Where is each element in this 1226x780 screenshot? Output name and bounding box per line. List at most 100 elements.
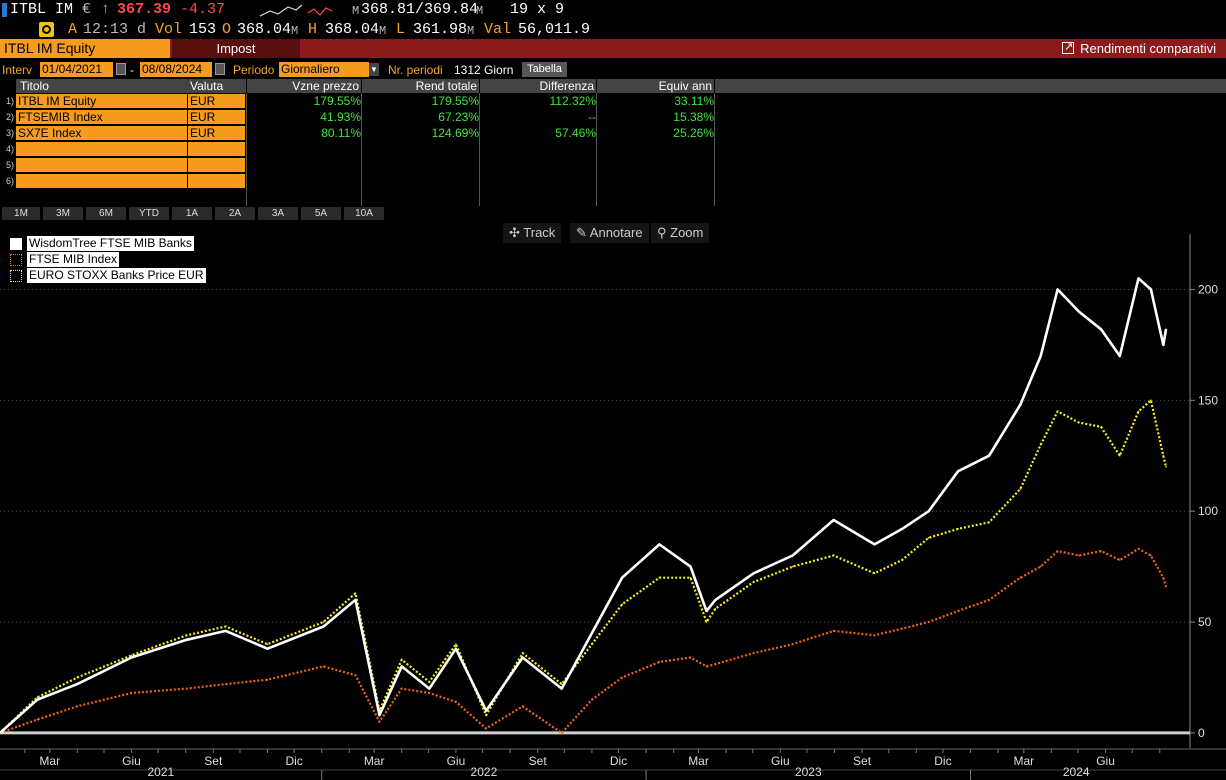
table-row[interactable]: 3) SX7E Index EUR 80.11% 124.69% 57.46% … [0,126,1226,141]
table-row[interactable]: 5) [0,158,246,173]
data-point [378,714,381,716]
data-point [1078,310,1080,313]
sparkline-icon[interactable] [258,3,338,18]
settings-button[interactable]: Impost [172,39,300,58]
external-link-icon [1062,38,1075,57]
high-label: H [308,21,318,38]
calendar-icon[interactable] [116,63,126,75]
row-total-return: 124.69% [431,126,479,140]
year-label: 2021 [148,765,175,779]
ticker-symbol[interactable]: ITBL IM [10,1,74,18]
data-point [1019,403,1022,406]
period-select[interactable]: Giornaliero [279,62,369,77]
bid-ask-unit: M [476,4,484,18]
row-currency-input[interactable]: EUR [188,126,245,141]
high-price: 368.04 [325,21,380,38]
data-point [689,656,692,659]
table-row[interactable]: 1) ITBL IM Equity EUR 179.55% 179.55% 11… [0,94,1226,109]
data-point [1165,585,1167,588]
row-price-change: 41.93% [320,110,361,124]
data-point [36,696,39,699]
track-button[interactable]: ✣ Track [503,223,562,243]
comparative-returns-label: Rendimenti comparativi [1080,41,1216,56]
row-currency-input[interactable]: EUR [188,110,245,125]
row-total-return: 67.23% [438,110,479,124]
data-point [455,643,457,646]
period-ytd-button[interactable]: YTD [129,207,169,220]
divider [596,93,597,206]
data-point [354,592,357,595]
period-2a-button[interactable]: 2A [215,207,255,220]
row-currency-input[interactable] [188,158,245,173]
data-point [485,709,487,712]
zoom-button[interactable]: ⚲ Zoom [651,223,710,243]
security-field[interactable]: ITBL IM Equity [0,39,170,58]
end-date-input[interactable]: 08/08/2024 [140,62,212,77]
value-label: Val [484,21,512,38]
data-point [521,652,524,654]
row-number: 4) [6,144,15,154]
x-tick-label: Set [853,754,872,768]
period-5a-button[interactable]: 5A [301,207,341,220]
calendar-icon[interactable] [215,63,225,75]
start-date-input[interactable]: 01/04/2021 [40,62,113,77]
data-point [36,718,39,721]
x-tick-label: Set [529,754,548,768]
row-title-input[interactable]: FTSEMIB Index [16,110,187,125]
data-point [705,621,708,623]
magnifier-icon: ⚲ [657,225,671,240]
data-point [988,521,990,524]
year-label: 2023 [795,765,822,779]
row-title-input[interactable] [16,158,187,173]
data-point [901,627,903,630]
last-price: 367.39 [117,1,172,18]
table-row[interactable]: 4) [0,142,246,157]
row-title-input[interactable] [16,142,187,157]
x-tick-label: Mar [1013,754,1034,768]
table-button[interactable]: Tabella [522,62,567,77]
open-unit: M [291,24,299,38]
header-filler [715,79,1226,93]
function-bar: ITBL IM Equity Impost Rendimenti compara… [0,38,1226,58]
table-row[interactable]: 2) FTSEMIB Index EUR 41.93% 67.23% -- 15… [0,110,1226,125]
legend-swatch [10,238,22,250]
header-difference: Differenza [480,79,596,93]
num-periods-label: Nr. periodi [388,63,443,77]
row-title-input[interactable] [16,174,187,189]
period-1m-button[interactable]: 1M [2,207,40,220]
row-number: 3) [6,128,15,138]
row-number: 6) [6,176,15,186]
data-point [1162,344,1165,346]
period-1a-button[interactable]: 1A [172,207,212,220]
data-point [76,676,79,679]
row-price-change: 179.55% [313,94,361,108]
annotate-button[interactable]: ✎ Annotare [570,223,649,243]
table-row[interactable]: 6) [0,174,246,189]
period-3m-button[interactable]: 3M [43,207,83,220]
data-point [791,554,794,557]
data-point [322,625,325,628]
period-10a-button[interactable]: 10A [344,207,384,220]
series-line-euro-stoxx-banks-price-eur [0,399,1168,734]
data-point [1039,355,1042,357]
data-point [76,683,79,685]
chevron-down-icon[interactable]: ▼ [369,63,379,76]
comparative-returns-link[interactable]: Rendimenti comparativi [1062,38,1216,58]
row-title-input[interactable]: ITBL IM Equity [16,94,187,109]
data-point [1100,550,1102,552]
data-point [658,543,661,546]
data-point [1162,576,1165,579]
data-point [621,576,623,579]
period-6m-button[interactable]: 6M [86,207,126,220]
row-currency-input[interactable] [188,174,245,189]
data-point [560,732,563,734]
data-point [1039,565,1042,568]
row-currency-input[interactable]: EUR [188,94,245,109]
comparative-returns-chart[interactable]: 0 50 100 150 200 Mar Giu Set Dic Mar Giu Set Dic Mar G… [0,222,1226,780]
header-currency: Valuta [188,79,246,93]
row-title-input[interactable]: SX7E Index [16,126,187,141]
row-number: 1) [6,96,15,106]
row-currency-input[interactable] [188,142,245,157]
data-point [658,576,661,579]
period-3a-button[interactable]: 3A [258,207,298,220]
